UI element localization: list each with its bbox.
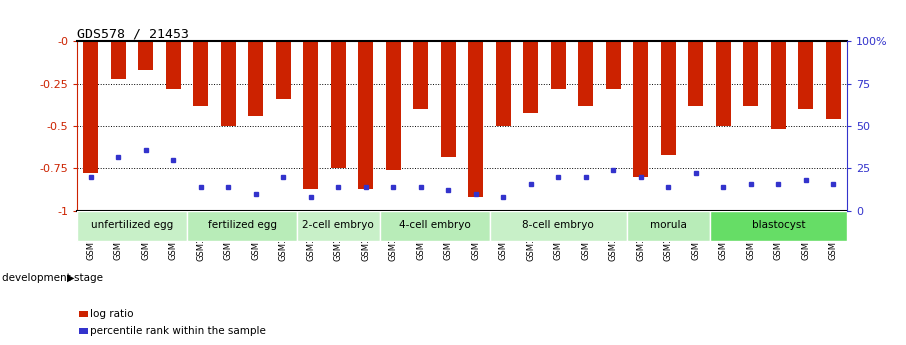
Bar xyxy=(386,41,400,170)
Bar xyxy=(660,41,676,155)
Bar xyxy=(825,41,841,119)
Text: fertilized egg: fertilized egg xyxy=(207,220,276,230)
Text: 2-cell embryo: 2-cell embryo xyxy=(303,220,374,230)
Text: GDS578 / 21453: GDS578 / 21453 xyxy=(77,27,189,40)
Bar xyxy=(77,211,187,241)
Text: log ratio: log ratio xyxy=(90,309,133,319)
Bar xyxy=(358,41,373,189)
Text: blastocyst: blastocyst xyxy=(752,220,805,230)
Bar xyxy=(83,41,99,174)
Bar xyxy=(111,41,126,79)
Text: 8-cell embryo: 8-cell embryo xyxy=(523,220,594,230)
Bar xyxy=(489,211,627,241)
Bar xyxy=(275,41,291,99)
Bar xyxy=(578,41,593,106)
Bar xyxy=(689,41,703,106)
Text: morula: morula xyxy=(650,220,687,230)
Bar xyxy=(166,41,181,89)
Bar xyxy=(468,41,484,197)
Bar xyxy=(496,41,511,126)
Text: ▶: ▶ xyxy=(67,273,74,283)
Bar xyxy=(331,41,346,168)
Bar xyxy=(413,41,429,109)
Text: 4-cell embryo: 4-cell embryo xyxy=(399,220,470,230)
Bar xyxy=(633,41,649,177)
Bar xyxy=(798,41,814,109)
Text: development stage: development stage xyxy=(2,273,102,283)
Bar xyxy=(524,41,538,112)
Bar xyxy=(606,41,621,89)
Bar xyxy=(551,41,566,89)
Bar xyxy=(380,211,489,241)
Bar xyxy=(771,41,786,129)
Bar xyxy=(139,41,153,70)
Text: unfertilized egg: unfertilized egg xyxy=(91,220,173,230)
Bar xyxy=(187,211,297,241)
Bar xyxy=(193,41,208,106)
Bar xyxy=(627,211,709,241)
Bar xyxy=(248,41,264,116)
Bar xyxy=(440,41,456,157)
Bar xyxy=(221,41,236,126)
Bar xyxy=(716,41,731,126)
Bar xyxy=(709,211,847,241)
Text: percentile rank within the sample: percentile rank within the sample xyxy=(90,326,265,336)
Bar xyxy=(297,211,380,241)
Bar xyxy=(304,41,318,189)
Bar xyxy=(743,41,758,106)
